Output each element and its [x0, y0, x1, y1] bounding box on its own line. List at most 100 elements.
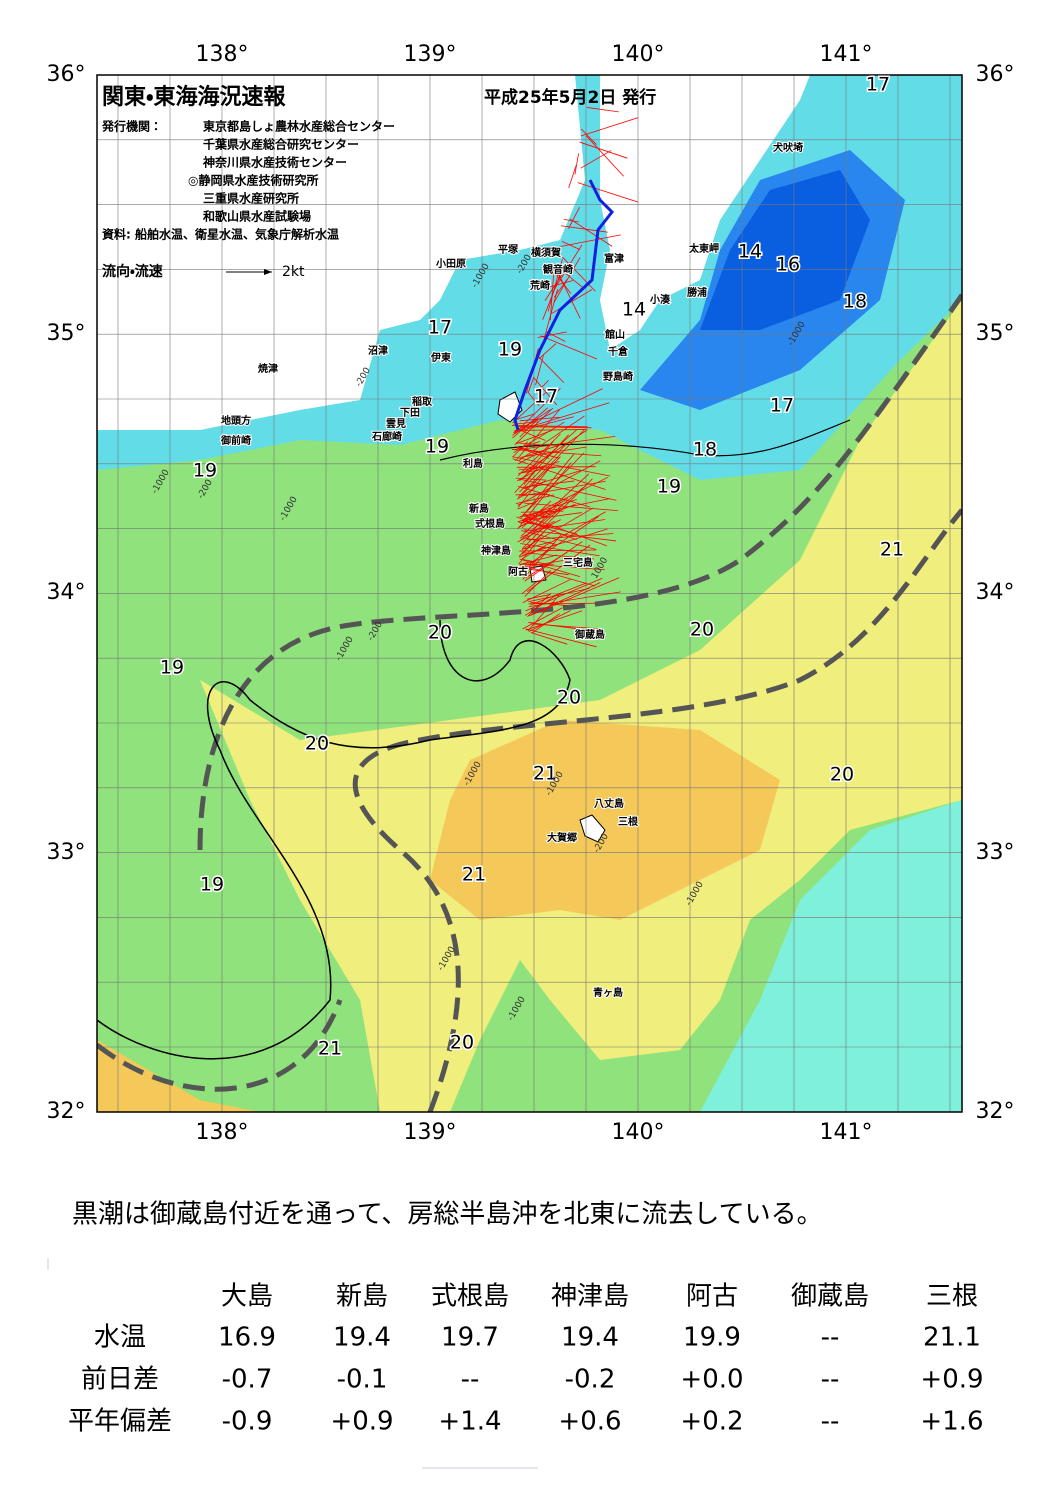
current-vector — [553, 257, 581, 304]
current-vector — [558, 252, 596, 292]
latitude-label: 36° — [47, 62, 86, 87]
sea-deep-blue — [700, 170, 870, 330]
summary: 黒潮は御蔵島付近を通って、房総半島沖を北東に流去している。 — [72, 1200, 823, 1230]
current-vector — [525, 577, 603, 612]
current-vector — [527, 533, 614, 541]
current-vector — [533, 377, 558, 406]
latitude-label: 35° — [976, 321, 1015, 346]
current-vector — [512, 391, 547, 424]
latitude-label: 34° — [47, 580, 86, 605]
place-label: 観音崎 — [543, 263, 573, 276]
publisher: 千葉県水産総合研究センター — [203, 137, 359, 152]
map-frame — [96, 74, 963, 1113]
latitude-label: 35° — [47, 321, 86, 346]
longitude-label: 140° — [612, 1120, 665, 1145]
current-vector — [526, 594, 551, 600]
current-vector — [519, 498, 611, 518]
current-vector — [520, 473, 590, 537]
longitude-label: 141° — [820, 42, 873, 67]
table-header: 新島 — [336, 1282, 388, 1312]
table-cell: 19.9 — [683, 1323, 741, 1353]
current-vector — [517, 519, 561, 543]
place-label: 御前崎 — [220, 434, 251, 447]
publisher: 東京都島しょ農林水産総合センター — [203, 119, 395, 134]
current-vector — [585, 135, 624, 177]
current-vector — [517, 480, 546, 500]
temperature-label: 19 — [200, 874, 224, 896]
publisher-label: 発行機関： — [101, 119, 162, 134]
table-cell: -- — [821, 1323, 840, 1353]
current-vector — [520, 510, 551, 524]
place-label: 稲取 — [412, 395, 433, 408]
temperature-label: 17 — [534, 386, 558, 408]
current-vector — [511, 449, 602, 457]
sea-orange-corner — [97, 1040, 260, 1112]
current-vector — [512, 388, 561, 436]
current-vector — [523, 565, 596, 587]
place-label: 千倉 — [608, 345, 629, 358]
current-vector — [517, 485, 591, 508]
sea-orange — [430, 720, 780, 920]
current-vector — [522, 559, 550, 566]
latitude-label: 32° — [47, 1099, 86, 1124]
temperature-label: 20 — [830, 764, 854, 786]
current-vector — [535, 379, 549, 394]
current-vector — [522, 513, 550, 518]
current-vector — [523, 467, 539, 486]
place-label: 御蔵島 — [574, 628, 605, 641]
place-label: 太東岬 — [688, 242, 719, 255]
current-vector — [524, 541, 583, 582]
place-label: 沼津 — [368, 344, 388, 357]
current-vector — [517, 463, 554, 508]
current-vector — [518, 521, 559, 528]
table-cell: +0.2 — [680, 1407, 743, 1437]
current-vector — [557, 272, 581, 319]
temperature-label: 20 — [428, 622, 452, 644]
current-vector — [528, 588, 590, 603]
current-vector — [550, 280, 574, 288]
place-label: 小湊 — [649, 293, 671, 306]
current-vector — [521, 480, 606, 497]
current-vector — [522, 528, 608, 556]
publisher: 神奈川県水産技術センター — [202, 155, 347, 170]
place-label: 下田 — [400, 407, 420, 419]
current-vector — [516, 466, 596, 468]
temperature-label: 14 — [738, 241, 762, 263]
current-vector — [525, 537, 557, 545]
place-label: 野島崎 — [603, 370, 633, 383]
current-vector — [525, 610, 583, 631]
place-label: 平塚 — [498, 243, 519, 256]
place-label: 三根 — [618, 815, 639, 828]
current-vector — [569, 218, 613, 247]
row-label: 平年偏差 — [68, 1407, 172, 1437]
current-vector — [517, 460, 601, 506]
current-vector — [518, 415, 585, 461]
current-vector — [520, 456, 561, 497]
table-header: 阿古 — [686, 1282, 738, 1312]
temperature-label: 21 — [462, 864, 486, 886]
table-header: 神津島 — [551, 1282, 629, 1312]
legend-arrowhead — [264, 269, 272, 275]
land-honshu — [97, 75, 585, 430]
temperature-label: 19 — [425, 436, 449, 458]
current-vector — [550, 289, 593, 315]
row-label: 水温 — [94, 1323, 146, 1353]
issue-date: 平成25年5月2日 発行 — [484, 87, 656, 108]
table-cell: -- — [821, 1365, 840, 1395]
current-vector — [521, 552, 594, 560]
current-vector — [519, 558, 580, 578]
temperature-label: 16 — [776, 254, 800, 276]
temperature-label: 20 — [557, 687, 581, 709]
place-label: 荒崎 — [529, 279, 550, 292]
table-cell: -0.1 — [337, 1365, 388, 1395]
current-vector — [522, 470, 581, 490]
map-area — [97, 75, 962, 1112]
current-vectors — [511, 107, 639, 648]
kuroshio-path — [97, 999, 343, 1092]
place-label: 式根島 — [475, 517, 505, 530]
current-vector — [512, 456, 611, 477]
temperature-label: 19 — [160, 657, 184, 679]
current-vector — [519, 543, 554, 576]
